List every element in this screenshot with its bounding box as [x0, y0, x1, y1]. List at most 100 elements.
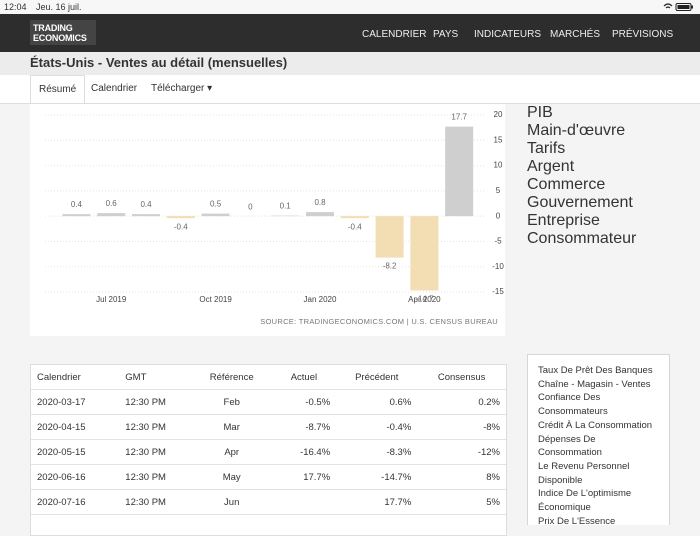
table-cell: Mar: [192, 415, 272, 440]
value-label: 17.7: [451, 113, 467, 122]
table-cell: 2020-07-16: [31, 490, 119, 515]
nav-link[interactable]: MARCHÉS: [550, 29, 600, 40]
tab[interactable]: Télécharger ▾: [143, 75, 220, 103]
table-cell: 17.7%: [336, 490, 417, 515]
column-header: GMT: [119, 365, 192, 390]
status-bar: 12:04 Jeu. 16 juil.: [0, 0, 700, 14]
value-label: -0.4: [348, 222, 362, 231]
table-cell: 12:30 PM: [119, 415, 192, 440]
navbar: TRADING ECONOMICS CALENDRIER PAYS INDICA…: [0, 14, 700, 52]
sidebar-section[interactable]: PIB: [527, 104, 670, 122]
table-cell: 8%: [417, 465, 506, 490]
tab-label: Télécharger: [151, 83, 204, 94]
bar: [376, 216, 404, 257]
y-tick-label: -5: [494, 237, 502, 246]
column-header: Précédent: [336, 365, 417, 390]
sidebar-section[interactable]: Tarifs: [527, 140, 670, 158]
page-title: États-Unis - Ventes au détail (mensuelle…: [30, 55, 287, 70]
bar: [97, 213, 125, 216]
x-tick-label: Oct 2019: [199, 295, 232, 304]
page: 12:04 Jeu. 16 juil. TRADING ECONOMICS CA…: [0, 0, 700, 525]
value-label: 0.4: [140, 200, 152, 209]
table-cell: 5%: [417, 490, 506, 515]
table-cell: -14.7%: [336, 465, 417, 490]
table-cell: -8.3%: [336, 440, 417, 465]
bar: [202, 214, 230, 217]
value-label: 0.1: [280, 202, 292, 211]
table-cell: 2020-06-16: [31, 465, 119, 490]
status-date: Jeu. 16 juil.: [36, 2, 82, 12]
x-tick-label: Jan 2020: [304, 295, 337, 304]
table-cell: 17.7%: [272, 465, 337, 490]
column-header: Référence: [192, 365, 272, 390]
nav-link[interactable]: INDICATEURS: [474, 29, 541, 40]
table-cell: 12:30 PM: [119, 390, 192, 415]
bar: [167, 216, 195, 218]
sidebar-link[interactable]: Le Revenu Personnel Disponible: [538, 460, 659, 487]
bar: [341, 216, 369, 218]
sidebar-link[interactable]: Crédit À La Consommation: [538, 419, 659, 433]
value-label: -14.7: [415, 295, 434, 304]
sidebar-section[interactable]: Main-d'œuvre: [527, 122, 670, 140]
sidebar-section[interactable]: Entreprise: [527, 212, 670, 230]
table-cell: May: [192, 465, 272, 490]
nav-link[interactable]: PAYS: [433, 29, 458, 40]
table-cell: Feb: [192, 390, 272, 415]
y-tick-label: -10: [492, 262, 504, 271]
bar: [306, 212, 334, 216]
tabs: Résumé Calendrier Télécharger ▾: [0, 75, 700, 104]
y-tick-label: 0: [496, 211, 501, 220]
status-time: 12:04: [4, 2, 27, 12]
table-cell: 0.2%: [417, 390, 506, 415]
table-cell: -0.5%: [272, 390, 337, 415]
table-cell: -8%: [417, 415, 506, 440]
sidebar-link[interactable]: Dépenses De Consommation: [538, 433, 659, 460]
value-label: 0.5: [210, 200, 222, 209]
table-cell: [272, 490, 337, 515]
column-header: Consensus: [417, 365, 506, 390]
sidebar-link[interactable]: Taux De Prêt Des Banques: [538, 364, 659, 378]
value-label: 0.8: [314, 198, 326, 207]
table-cell: -12%: [417, 440, 506, 465]
sidebar-section[interactable]: Commerce: [527, 176, 670, 194]
bar: [445, 127, 473, 217]
sidebar-link[interactable]: Confiance Des Consommateurs: [538, 391, 659, 418]
table-cell: 2020-05-15: [31, 440, 119, 465]
bar: [410, 216, 438, 290]
value-label: 0.4: [71, 200, 83, 209]
table-cell: -8.7%: [272, 415, 337, 440]
tab[interactable]: Résumé: [30, 75, 85, 103]
y-tick-label: 5: [496, 186, 501, 195]
table-cell: 2020-03-17: [31, 390, 119, 415]
sidebar-section[interactable]: Consommateur: [527, 230, 670, 248]
sidebar-section[interactable]: Argent: [527, 158, 670, 176]
bar: [62, 214, 90, 216]
sidebar-link[interactable]: Prix De L'Essence: [538, 515, 659, 525]
logo-line: ECONOMICS: [33, 33, 96, 43]
sidebar-link[interactable]: Indice De L'optimisme Économique: [538, 487, 659, 514]
nav-link[interactable]: PRÉVISIONS: [612, 29, 673, 40]
value-label: 0: [248, 202, 253, 211]
logo[interactable]: TRADING ECONOMICS: [30, 20, 96, 45]
x-tick-label: Jul 2019: [96, 295, 127, 304]
table-cell: Apr: [192, 440, 272, 465]
table-cell: -0.4%: [336, 415, 417, 440]
sidebar-section[interactable]: Gouvernement: [527, 194, 670, 212]
y-tick-label: 15: [494, 135, 503, 144]
sidebar-link[interactable]: Chaîne - Magasin - Ventes: [538, 378, 659, 392]
tab[interactable]: Calendrier: [83, 75, 145, 103]
nav-link[interactable]: CALENDRIER: [362, 29, 426, 40]
bar: [132, 214, 160, 216]
value-label: -8.2: [383, 262, 397, 271]
table-cell: 2020-04-15: [31, 415, 119, 440]
value-label: -0.4: [174, 222, 188, 231]
table-cell: 12:30 PM: [119, 490, 192, 515]
